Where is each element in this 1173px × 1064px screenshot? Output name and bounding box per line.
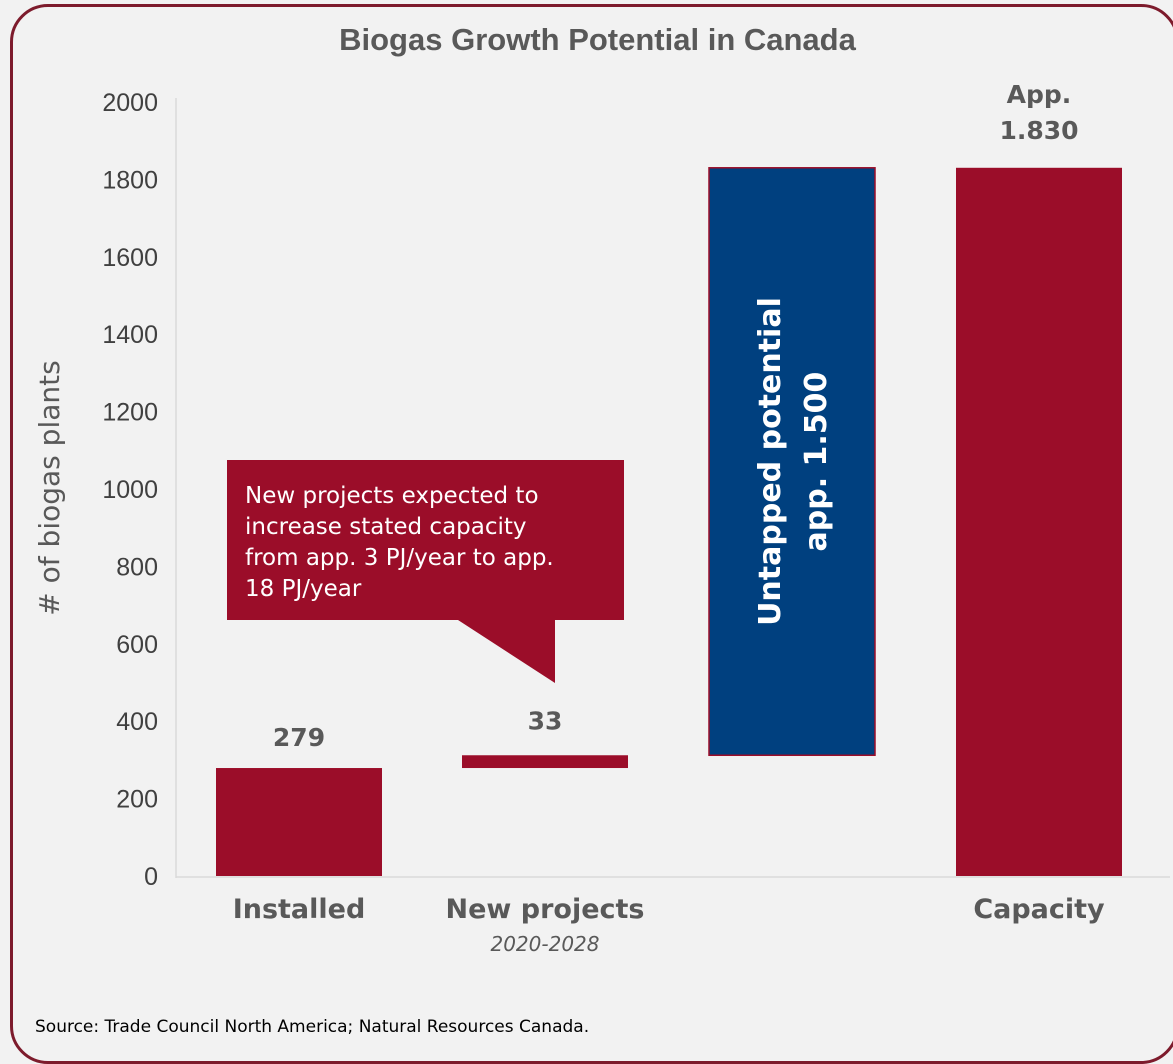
callout-bubble xyxy=(227,460,624,683)
bar xyxy=(708,167,876,757)
bar-inner-label: Untapped potential xyxy=(753,297,788,626)
y-tick-label: 0 xyxy=(144,863,158,891)
y-tick-label: 2000 xyxy=(102,89,158,117)
y-tick-label: 1800 xyxy=(102,166,158,194)
y-axis-label: # of biogas plants xyxy=(33,360,66,615)
chart-title: Biogas Growth Potential in Canada xyxy=(339,22,856,57)
bar-value-label: App. xyxy=(1007,80,1072,109)
callout-text-line: 18 PJ/year xyxy=(245,576,362,602)
y-tick-label: 1000 xyxy=(102,476,158,504)
y-tick-label: 1600 xyxy=(102,244,158,272)
x-category-sublabel: 2020-2028 xyxy=(490,932,599,956)
y-tick-label: 400 xyxy=(116,708,158,736)
bar-inner-label: app. 1.500 xyxy=(799,372,834,552)
y-tick-label: 1200 xyxy=(102,399,158,427)
bar-value-label: 33 xyxy=(528,706,563,735)
callout-text-line: increase stated capacity xyxy=(245,514,527,540)
y-tick-label: 1400 xyxy=(102,321,158,349)
callout-text-line: New projects expected to xyxy=(245,483,539,509)
source-note: Source: Trade Council North America; Nat… xyxy=(35,1017,590,1037)
bar xyxy=(956,167,1122,877)
x-category-label: Capacity xyxy=(973,894,1105,925)
x-category-label: Installed xyxy=(233,894,366,925)
y-tick-label: 200 xyxy=(116,786,158,814)
bar xyxy=(462,755,628,769)
bar-value-label: 1.830 xyxy=(999,116,1078,145)
x-category-label: New projects xyxy=(446,894,645,925)
y-tick-label: 800 xyxy=(116,553,158,581)
callout-text-line: from app. 3 PJ/year to app. xyxy=(245,545,554,571)
bar xyxy=(216,768,382,876)
y-tick-label: 600 xyxy=(116,631,158,659)
bar-value-label: 279 xyxy=(273,723,325,752)
